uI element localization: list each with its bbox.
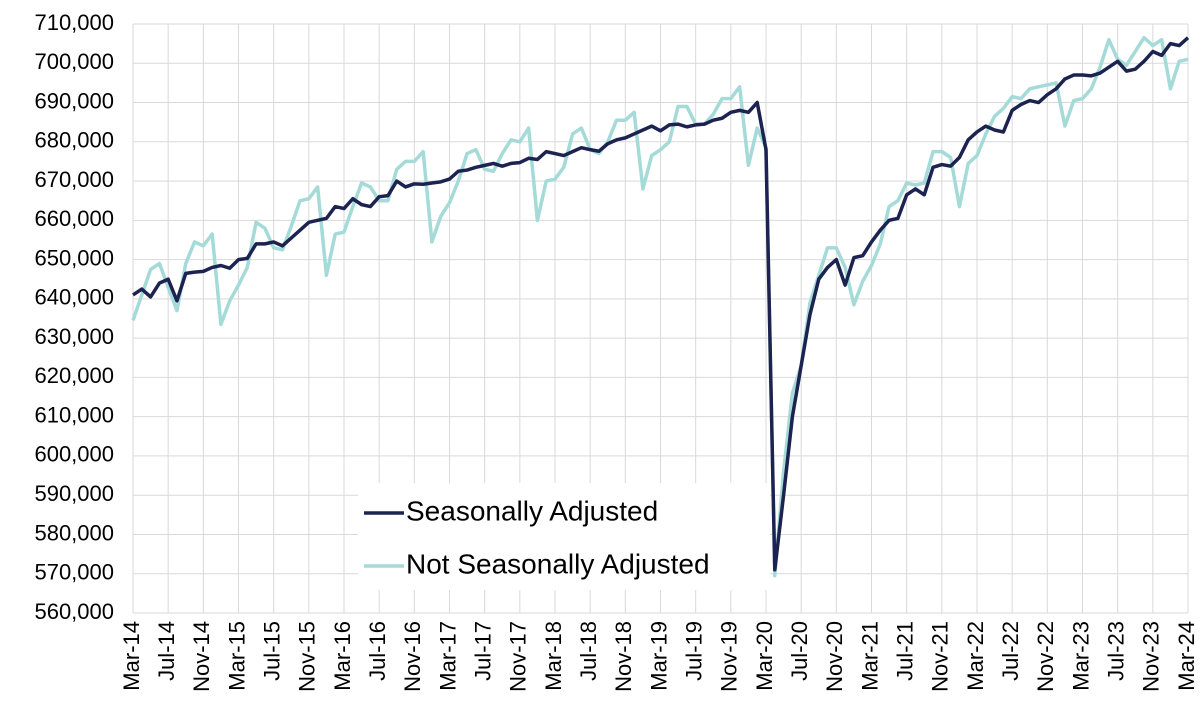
y-tick-label: 620,000	[34, 363, 114, 388]
x-tick-label: Nov-20	[822, 621, 847, 692]
x-tick-label: Nov-16	[400, 621, 425, 692]
y-tick-label: 630,000	[34, 324, 114, 349]
x-tick-label: Jul-17	[470, 621, 495, 681]
y-tick-label: 570,000	[34, 560, 114, 585]
x-tick-label: Jul-20	[787, 621, 812, 681]
y-tick-label: 610,000	[34, 402, 114, 427]
x-tick-label: Mar-24	[1174, 621, 1199, 691]
y-tick-label: 700,000	[34, 49, 114, 74]
x-tick-label: Jul-15	[259, 621, 284, 681]
y-tick-label: 710,000	[34, 10, 114, 35]
y-tick-label: 590,000	[34, 481, 114, 506]
x-tick-label: Jul-14	[154, 621, 179, 681]
series-line	[131, 35, 1189, 578]
y-tick-label: 660,000	[34, 206, 114, 231]
x-tick-label: Nov-17	[506, 621, 531, 692]
legend-label: Seasonally Adjusted	[406, 495, 658, 526]
y-tick-label: 690,000	[34, 88, 114, 113]
y-tick-label: 560,000	[34, 599, 114, 624]
x-tick-label: Nov-22	[1033, 621, 1058, 692]
x-tick-label: Jul-22	[998, 621, 1023, 681]
x-tick-label: Mar-16	[330, 621, 355, 691]
y-tick-label: 650,000	[34, 245, 114, 270]
x-tick-label: Jul-18	[576, 621, 601, 681]
x-tick-label: Jul-16	[365, 621, 390, 681]
x-tick-label: Nov-18	[611, 621, 636, 692]
x-tick-label: Jul-23	[1103, 621, 1128, 681]
legend-box	[358, 483, 770, 590]
x-tick-label: Mar-17	[435, 621, 460, 691]
legend-label: Not Seasonally Adjusted	[406, 548, 710, 579]
y-tick-label: 580,000	[34, 520, 114, 545]
x-tick-label: Nov-19	[717, 621, 742, 692]
x-tick-label: Mar-23	[1068, 621, 1093, 691]
x-tick-label: Mar-20	[752, 621, 777, 691]
y-tick-label: 680,000	[34, 128, 114, 153]
x-tick-label: Mar-14	[119, 621, 144, 691]
y-tick-label: 600,000	[34, 442, 114, 467]
x-tick-label: Jul-21	[892, 621, 917, 681]
x-tick-label: Nov-14	[189, 621, 214, 692]
x-tick-label: Mar-22	[963, 621, 988, 691]
series-line	[132, 36, 1190, 572]
y-tick-label: 640,000	[34, 285, 114, 310]
x-tick-label: Nov-21	[928, 621, 953, 692]
x-tick-label: Mar-15	[224, 621, 249, 691]
x-tick-label: Nov-23	[1139, 621, 1164, 692]
x-tick-label: Jul-19	[681, 621, 706, 681]
x-tick-label: Nov-15	[295, 621, 320, 692]
x-tick-label: Mar-19	[646, 621, 671, 691]
x-tick-label: Mar-21	[857, 621, 882, 691]
x-tick-label: Mar-18	[541, 621, 566, 691]
y-tick-label: 670,000	[34, 167, 114, 192]
